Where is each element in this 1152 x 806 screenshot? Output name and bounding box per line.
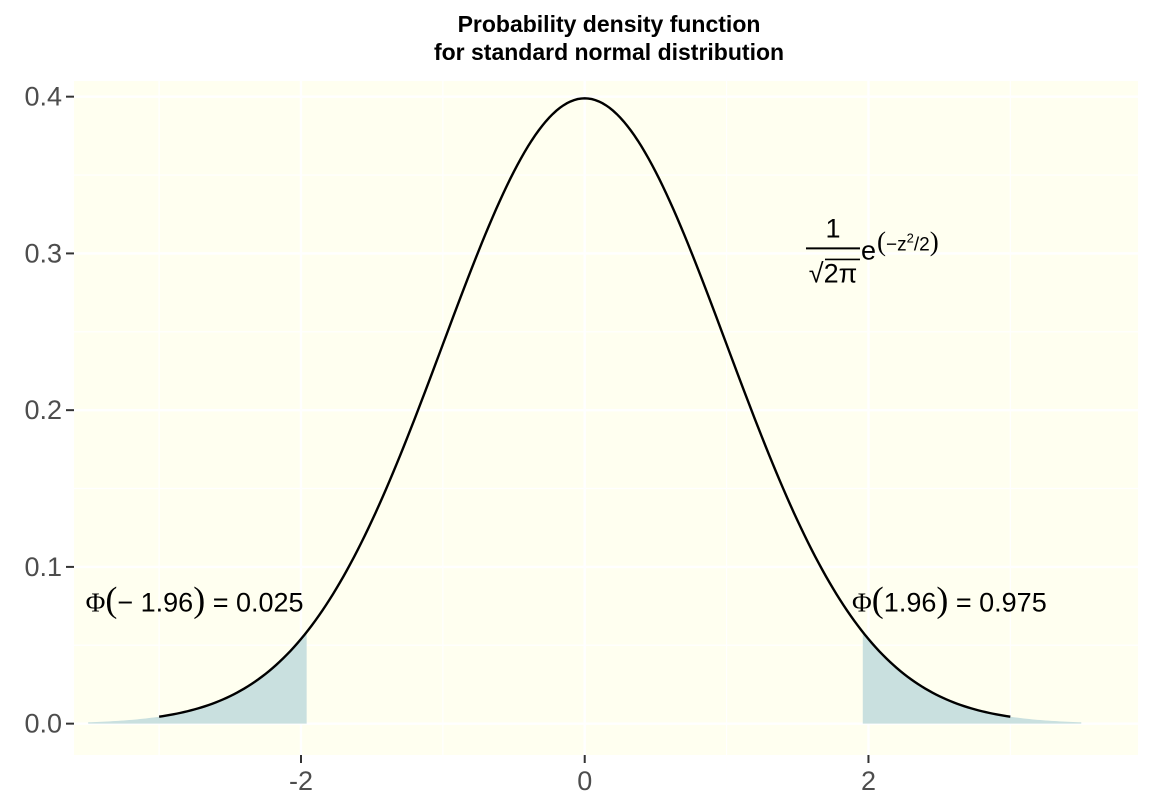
chart-title-line-2: for standard normal distribution (433, 39, 785, 65)
shaded-right-tail (862, 632, 1082, 724)
phi-argument: 1.96 (884, 587, 937, 617)
chart-title: Probability density function for standar… (0, 10, 1152, 66)
annotation-phi-right: Φ(1.96) = 0.975 (852, 579, 1047, 619)
minor-grid (74, 81, 1138, 755)
chart-title-line-1: Probability density function (457, 11, 761, 37)
pdf-curve (158, 97, 1011, 718)
formula-exponent: (−z2/2) (877, 226, 939, 256)
formula-exp-base: e (861, 235, 876, 265)
annotation-phi-left: Φ(− 1.96) = 0.025 (86, 579, 304, 619)
y-tick-label: 0.0 (24, 709, 62, 739)
y-tick-label: 0.3 (24, 238, 62, 268)
y-tick-label: 0.2 (24, 395, 62, 425)
formula-sqrt-sign: √ (809, 258, 824, 288)
plot-panel-background (74, 81, 1138, 755)
x-tick-label: -2 (289, 766, 313, 796)
pdf-formula: 1 √2π e (−z2/2) (805, 213, 939, 288)
shaded-tails (88, 632, 1082, 724)
x-tick-label: 2 (861, 766, 876, 796)
formula-denominator: √2π (809, 258, 857, 288)
phi-result (205, 587, 213, 617)
axes: 0.0 0.1 0.2 0.3 0.4 -2 0 2 (24, 82, 876, 796)
formula-numerator: 1 (825, 213, 840, 243)
phi-value: = 0.025 (213, 587, 304, 617)
phi-argument: − 1.96 (117, 587, 193, 617)
x-tick-label: 0 (577, 766, 592, 796)
formula-exp-denominator: /2 (914, 234, 930, 255)
phi-symbol: Φ (86, 587, 106, 617)
formula-exp-term: −z (886, 234, 907, 255)
shaded-left-tail (88, 632, 307, 724)
formula-radicand: 2π (824, 258, 858, 288)
phi-value: = 0.975 (956, 587, 1047, 617)
phi-symbol: Φ (852, 587, 872, 617)
formula-exp-power: 2 (907, 230, 914, 245)
y-tick-label: 0.1 (24, 552, 62, 582)
y-tick-label: 0.4 (24, 82, 62, 112)
